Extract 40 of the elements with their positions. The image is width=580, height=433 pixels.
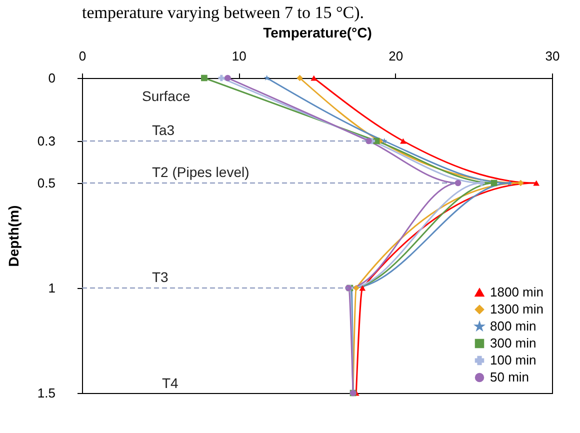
chart-title: temperature varying between 7 to 15 °C).: [82, 3, 364, 22]
point: [296, 74, 303, 82]
point: [506, 180, 513, 186]
point: [218, 74, 225, 82]
y-tick-label: 0.3: [37, 134, 56, 148]
annotation: T4: [162, 375, 179, 391]
point: [400, 138, 406, 144]
point: [359, 285, 366, 291]
point: [264, 74, 270, 81]
annotation: Surface: [142, 88, 190, 104]
point: [310, 75, 318, 81]
point: [490, 180, 498, 186]
y-tick-label: 1.5: [37, 386, 56, 400]
ref-line-label: T2 (Pipes level): [152, 164, 250, 180]
point: [518, 180, 524, 186]
point: [454, 180, 462, 186]
x-axis-title: Temperature(°C): [263, 24, 372, 40]
y-axis-title: Depth(m): [5, 205, 22, 267]
x-tick-label: 20: [388, 48, 404, 64]
legend-label: 50 min: [490, 370, 530, 384]
y-tick-label: 0: [48, 70, 56, 86]
point: [224, 74, 231, 82]
point: [201, 74, 208, 82]
x-tick-label: 0: [78, 48, 86, 64]
point: [381, 138, 388, 144]
y-tick-label: 1: [48, 280, 56, 296]
y-tick-label: 0.5: [37, 176, 56, 190]
point: [366, 138, 372, 144]
ref-line-label: T3: [152, 269, 169, 285]
legend-label: 800 min: [490, 318, 536, 334]
x-tick-label: 30: [545, 48, 560, 64]
x-tick-label: 10: [232, 48, 246, 64]
legend-label: 100 min: [490, 352, 536, 368]
point: [478, 180, 485, 186]
ref-line-label: Ta3: [152, 122, 175, 138]
legend-label: 1800 min: [490, 284, 544, 300]
point: [533, 180, 540, 186]
point: [353, 284, 360, 292]
legend-label: 1300 min: [490, 302, 544, 316]
legend-label: 300 min: [490, 336, 536, 350]
